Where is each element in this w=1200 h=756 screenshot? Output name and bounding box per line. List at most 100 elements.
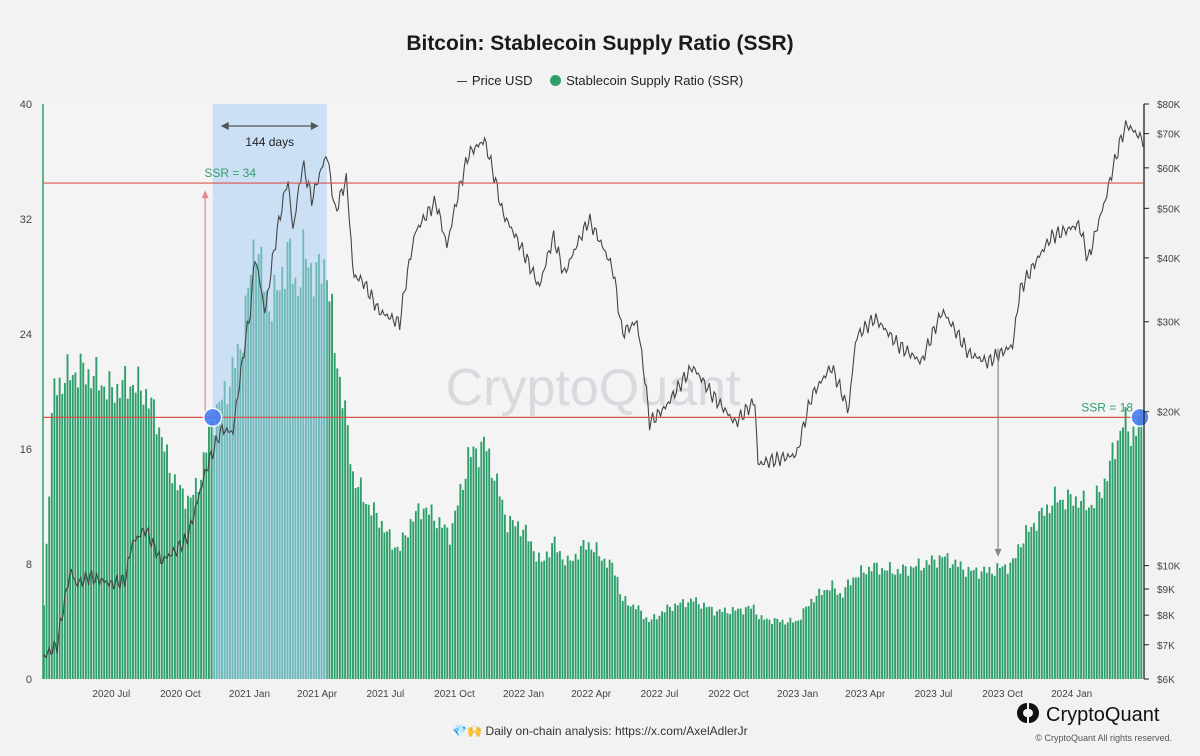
ssr-bar	[105, 399, 108, 679]
ssr-bar	[1053, 486, 1056, 679]
ssr-bar	[661, 611, 663, 679]
cryptoquant-logo-icon	[1017, 703, 1039, 723]
span-arrow-right-icon	[310, 122, 319, 130]
ssr-bar	[684, 607, 687, 679]
ssr-bar	[380, 520, 383, 679]
ssr-bar	[708, 606, 711, 679]
ssr-bar	[1132, 426, 1135, 679]
ssr-bar	[84, 384, 87, 679]
ssr-bar	[56, 395, 58, 679]
ssr-bar	[970, 570, 973, 679]
ssr-bar	[493, 480, 496, 679]
ssr-bar	[543, 560, 546, 679]
ssr-bar	[194, 478, 197, 679]
ssr-bar	[650, 619, 653, 679]
ssr-bar	[1056, 502, 1059, 679]
ssr-bar	[496, 473, 498, 679]
ssr-bar	[920, 570, 923, 679]
ssr-bar	[951, 564, 954, 679]
ssr-bar	[729, 614, 732, 679]
ssr-bar	[1069, 494, 1072, 679]
ssr-bar	[1004, 564, 1007, 679]
legend-item-price[interactable]: Price USD	[456, 73, 533, 88]
ssr-bar	[658, 615, 661, 679]
ssr-bar	[1108, 460, 1111, 679]
x-tick-label: 2022 Oct	[708, 689, 749, 700]
ssr-bar	[129, 386, 132, 679]
ssr-bar	[540, 561, 543, 679]
legend-item-ssr[interactable]: Stablecoin Supply Ratio (SSR)	[550, 73, 743, 88]
ssr-bar	[781, 619, 784, 679]
ssr-bar	[386, 531, 388, 679]
ssr-bar	[1090, 504, 1093, 679]
ssr-bar	[1040, 507, 1043, 679]
ssr-bar	[606, 567, 608, 679]
x-tick-label: 2023 Jan	[777, 689, 818, 700]
ssr-bar	[713, 615, 716, 679]
ssr-bar	[739, 608, 742, 679]
ssr-bar	[959, 561, 962, 679]
ssr-bar	[82, 362, 85, 679]
ssr-bar	[132, 384, 134, 679]
ssr-bar	[773, 618, 776, 679]
watermark: CryptoQuant	[446, 359, 741, 417]
ssr-bar	[1022, 543, 1025, 679]
ssr-bar	[747, 605, 750, 679]
ssr-bar	[362, 501, 365, 679]
y-right-tick-label: $80K	[1157, 100, 1181, 111]
ssr-bar	[1101, 498, 1103, 679]
x-tick-label: 2021 Apr	[297, 689, 338, 700]
ssr-bar	[511, 520, 514, 679]
footer-analysis-link[interactable]: 💎🙌 Daily on-chain analysis: https://x.co…	[452, 724, 748, 738]
ssr-bar	[737, 608, 739, 679]
ssr-bar	[1111, 442, 1114, 679]
ssr-bar	[904, 566, 907, 679]
ssr-bar	[346, 425, 349, 679]
ssr-bar	[797, 620, 800, 679]
ssr-bar	[695, 597, 698, 679]
ssr-bar	[624, 596, 627, 679]
ssr-bar	[849, 585, 852, 679]
ssr-bar	[862, 572, 865, 679]
ssr-bar	[860, 565, 863, 679]
ssr-bar	[451, 523, 454, 679]
legend-label-ssr: Stablecoin Supply Ratio (SSR)	[566, 73, 744, 88]
ssr-bar	[978, 578, 980, 679]
line-swatch-icon	[456, 81, 467, 83]
ssr-bar	[409, 519, 412, 679]
ssr-bar	[841, 597, 844, 679]
ssr-bar	[778, 622, 781, 679]
ssr-bar	[789, 617, 792, 679]
ssr-bar	[535, 561, 538, 679]
ssr-bar	[425, 507, 428, 679]
y-right-tick-label: $6K	[1157, 675, 1175, 686]
ssr-bar	[744, 607, 747, 679]
ssr-bar	[881, 568, 883, 679]
ssr-bar	[949, 567, 952, 679]
ssr-bar	[66, 354, 69, 679]
ssr-bar	[168, 472, 171, 679]
ssr-bar	[569, 560, 572, 679]
ssr-bar	[399, 550, 402, 679]
ssr-marker-2	[1130, 407, 1150, 428]
ssr-bar	[813, 602, 815, 679]
ssr-bar	[847, 579, 849, 679]
ssr-bar	[456, 505, 459, 679]
ssr-bar	[642, 619, 645, 679]
ssr-bar	[153, 399, 155, 679]
ssr-bar	[160, 437, 163, 679]
ssr-bar	[467, 447, 470, 679]
ssr-bar	[454, 510, 457, 679]
ssr-bar	[1014, 558, 1017, 679]
ssr-bar	[833, 588, 836, 679]
brand-logo: CryptoQuant	[1016, 702, 1159, 727]
ssr-bar	[1106, 481, 1109, 679]
ssr-bar	[755, 614, 758, 679]
ssr-bar	[577, 559, 580, 679]
ssr-bar	[111, 387, 113, 679]
ssr-bar	[53, 378, 56, 679]
ssr-bar	[514, 526, 517, 679]
ssr-bar	[365, 504, 368, 679]
ssr-bar	[629, 606, 632, 679]
